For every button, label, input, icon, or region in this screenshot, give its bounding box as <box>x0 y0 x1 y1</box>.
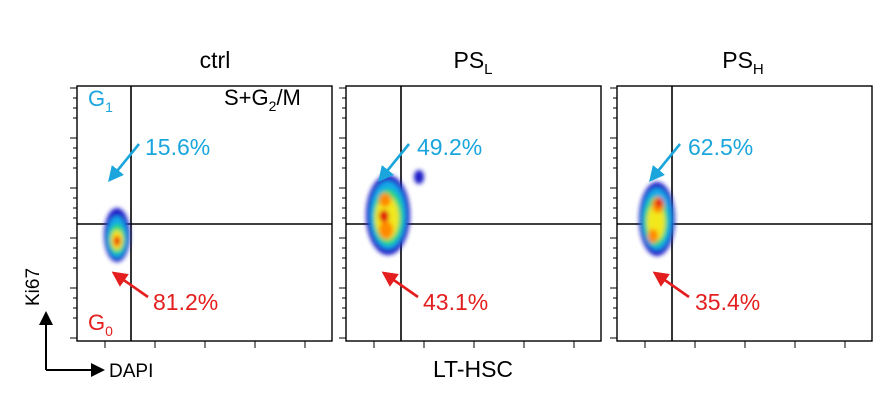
panel-title-ps-l: PSL <box>453 47 492 78</box>
label-s-g2m: S+G2/M <box>224 85 301 114</box>
label-g1-ctrl: G1 <box>88 86 113 115</box>
y-ticks-ps-h <box>610 87 617 339</box>
arrow-g0-ps-l <box>381 271 419 299</box>
y-axis-label: Ki67 <box>23 268 44 306</box>
label-g0-ctrl: G0 <box>88 310 113 339</box>
axis-key: Ki67 DAPI <box>23 268 153 382</box>
arrow-g1-ps-l <box>378 143 411 183</box>
g0-percent-ps-h: 35.4% <box>695 289 760 315</box>
arrow-g0-ctrl <box>111 271 149 299</box>
y-ticks-ctrl <box>70 87 77 339</box>
density-blob-ctrl <box>104 208 130 262</box>
g0-percent-ctrl: 81.2% <box>153 289 218 315</box>
population-label: LT-HSC <box>433 356 513 382</box>
g1-percent-ctrl: 15.6% <box>145 134 210 160</box>
density-blob-ps-l <box>366 170 424 255</box>
density-blob-ps-h <box>639 182 675 256</box>
g0-percent-ps-l: 43.1% <box>423 289 488 315</box>
arrow-g0-ps-h <box>652 271 690 299</box>
y-ticks-ps-l <box>339 87 346 339</box>
arrow-g1-ps-h <box>649 143 682 183</box>
g1-percent-ps-l: 49.2% <box>417 134 482 160</box>
panel-ctrl: ctrl G1 G0 S+G2/M 15.6% 81. <box>70 47 333 348</box>
x-axis-label: DAPI <box>109 361 153 382</box>
panel-title-ctrl: ctrl <box>200 47 231 73</box>
g1-percent-ps-h: 62.5% <box>688 134 753 160</box>
x-ticks-ctrl <box>104 341 306 348</box>
panel-ps-h: PSH 62.5% 35.4% <box>610 47 873 348</box>
x-ticks-ps-l <box>373 341 575 348</box>
panel-title-ps-h: PSH <box>722 47 764 78</box>
x-ticks-ps-h <box>644 341 846 348</box>
panel-ps-l: PSL 49.2% 43.1% <box>339 47 602 348</box>
arrow-g1-ctrl <box>108 143 141 183</box>
